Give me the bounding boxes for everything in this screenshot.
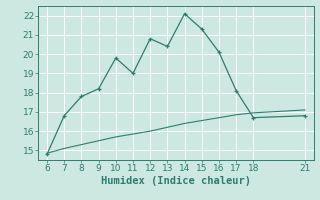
X-axis label: Humidex (Indice chaleur): Humidex (Indice chaleur) [101,176,251,186]
